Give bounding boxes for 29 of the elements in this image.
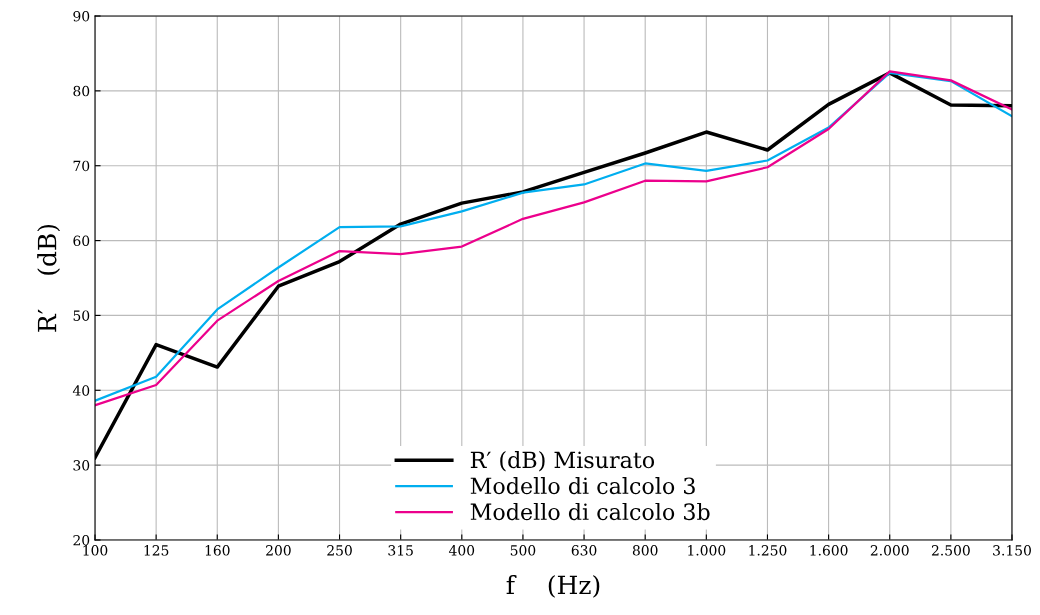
legend-label: Modello di calcolo 3: [470, 476, 695, 495]
y-tick-label: 50: [73, 310, 90, 321]
x-tick-label: 400: [448, 545, 475, 556]
x-tick-label: 630: [571, 545, 597, 556]
y-tick-label: 70: [73, 160, 90, 172]
x-axis-title: f (Hz): [506, 574, 600, 598]
x-tick-label: 160: [205, 545, 230, 556]
x-tick-label: 125: [144, 545, 169, 556]
x-tick-label: 1.250: [749, 545, 787, 556]
y-tick-label: 20: [73, 534, 90, 546]
x-tick-label: 100: [83, 545, 108, 556]
x-tick-label: 315: [388, 545, 413, 556]
legend-label: Modello di calcolo 3b: [470, 502, 710, 521]
legend-label: R′ (dB) Misurato: [470, 451, 655, 472]
x-tick-label: 250: [327, 545, 352, 556]
y-tick-label: 80: [73, 85, 90, 97]
y-axis-title: R′ (dB): [37, 224, 61, 332]
x-tick-label: 200: [266, 545, 291, 556]
x-tick-label: 1.600: [810, 545, 848, 556]
x-tick-label: 800: [632, 545, 658, 556]
y-tick-label: 90: [73, 10, 90, 22]
x-tick-label: 2.500: [931, 545, 970, 556]
x-tick-label: 3.150: [993, 545, 1031, 556]
x-tick-label: 500: [510, 545, 536, 556]
x-tick-label: 1.000: [688, 545, 726, 556]
y-tick-label: 60: [73, 235, 90, 247]
y-tick-label: 30: [73, 460, 90, 471]
x-tick-label: 2.000: [870, 545, 909, 556]
y-tick-label: 40: [72, 385, 90, 396]
